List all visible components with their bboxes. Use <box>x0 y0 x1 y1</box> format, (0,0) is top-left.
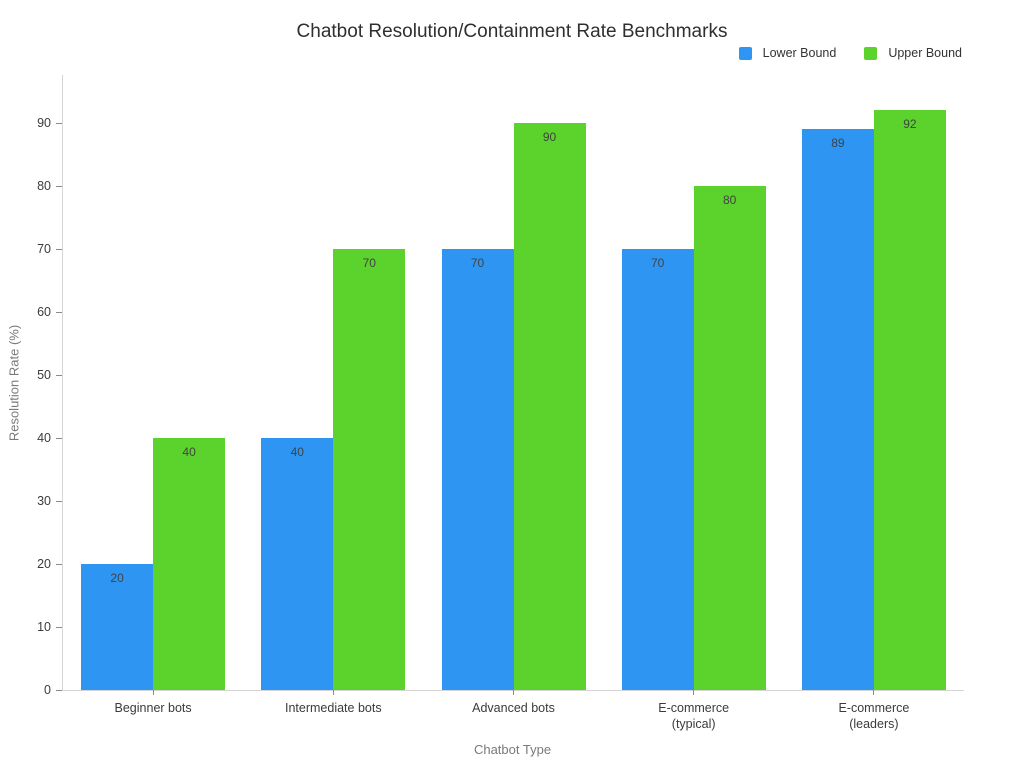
bar-upper-bound <box>333 249 406 690</box>
x-tick-mark <box>332 690 334 695</box>
y-tick-label: 80 <box>37 179 51 193</box>
bar-lower-bound <box>441 249 514 690</box>
x-tick-mark <box>873 690 875 695</box>
legend-item-lower-bound: Lower Bound <box>738 46 837 60</box>
y-tick-mark <box>56 563 62 565</box>
legend-item-upper-bound: Upper Bound <box>864 46 962 60</box>
bar-upper-bound <box>873 110 946 690</box>
y-tick-mark <box>56 626 62 628</box>
y-tick-label: 90 <box>37 116 51 130</box>
bar-value-label: 20 <box>110 571 124 585</box>
x-category-label: Beginner bots <box>114 701 192 715</box>
y-tick-mark <box>56 500 62 502</box>
x-axis-title: Chatbot Type <box>473 742 552 757</box>
bar-value-label: 40 <box>290 445 304 459</box>
x-tick-mark <box>152 690 154 695</box>
y-tick-label: 0 <box>44 683 51 697</box>
bar-upper-bound <box>153 438 226 690</box>
bar-upper-bound <box>693 186 766 690</box>
bar-upper-bound <box>513 123 586 690</box>
bar-lower-bound <box>261 438 334 690</box>
y-tick-label: 60 <box>37 305 51 319</box>
y-tick-mark <box>56 311 62 313</box>
y-tick-label: 70 <box>37 242 51 256</box>
y-axis-title: Resolution Rate (%) <box>6 324 22 442</box>
bar-value-label: 92 <box>903 117 917 132</box>
legend-swatch-icon <box>864 46 878 60</box>
y-tick-mark <box>56 689 62 691</box>
bar-lower-bound <box>801 129 874 690</box>
y-tick-label: 10 <box>37 620 51 634</box>
plot-area: 0 10 20 30 40 50 60 70 80 90 20 40 Beginner bots 40 70… <box>37 75 964 731</box>
bar-value-label: 70 <box>362 256 376 270</box>
x-category-label: Advanced bots <box>472 701 555 715</box>
bar-value-label: 89 <box>831 136 845 151</box>
bar-lower-bound <box>621 249 694 690</box>
y-tick-mark <box>56 122 62 124</box>
legend-label: Lower Bound <box>762 46 837 60</box>
bar-value-label: 40 <box>182 445 196 459</box>
y-tick-mark <box>56 374 62 376</box>
bar-value-label: 70 <box>651 256 665 270</box>
bar-value-label: 80 <box>723 193 737 207</box>
legend-label: Upper Bound <box>888 46 962 60</box>
legend-swatch-icon <box>738 46 752 60</box>
x-category-label: E-commerce (typical) <box>658 701 730 731</box>
y-tick-mark <box>56 185 62 187</box>
bar-value-label: 70 <box>470 256 485 270</box>
chart-title: Chatbot Resolution/Containment Rate Benc… <box>296 21 728 42</box>
x-category-label: E-commerce (leaders) <box>838 701 910 731</box>
x-tick-mark <box>693 690 695 695</box>
bar-value-label: 90 <box>542 130 557 144</box>
y-tick-label: 30 <box>37 494 51 508</box>
x-category-label: Intermediate bots <box>285 701 382 715</box>
y-tick-mark <box>56 437 62 439</box>
y-tick-label: 40 <box>37 431 51 445</box>
legend: Lower Bound Upper Bound <box>738 46 962 60</box>
y-tick-label: 20 <box>37 557 51 571</box>
y-tick-label: 50 <box>37 368 51 382</box>
y-tick-mark <box>56 248 62 250</box>
x-tick-mark <box>513 690 514 695</box>
bar-lower-bound <box>81 564 154 690</box>
